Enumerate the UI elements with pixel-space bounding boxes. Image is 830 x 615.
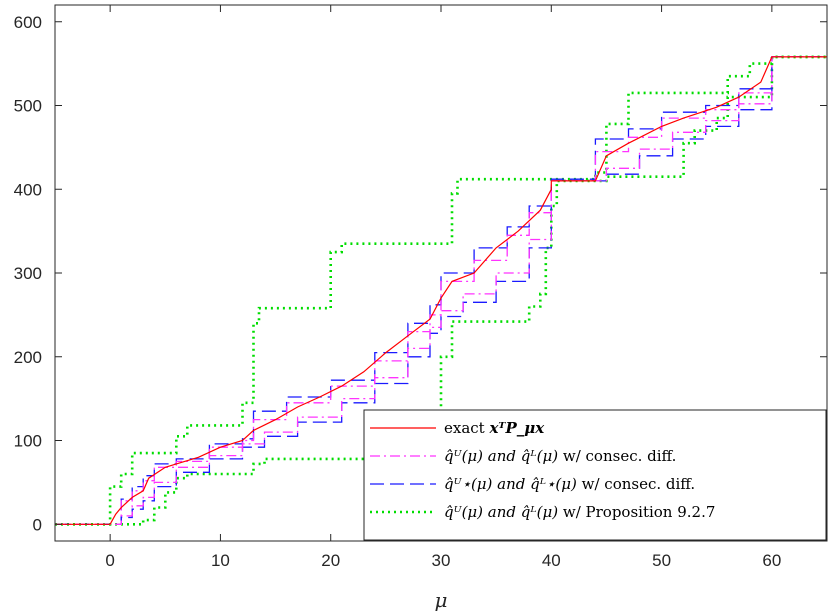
series-line-1-lower	[55, 56, 827, 525]
x-tick-label-30: 30	[432, 551, 451, 570]
series-line-2-lower	[55, 56, 827, 525]
y-tick-label-400: 400	[14, 180, 42, 199]
legend-box	[363, 409, 827, 541]
legend: exact xᵀP_μx q̂ᵁ(μ) and q̂ᴸ(μ) w/ consec.…	[363, 409, 827, 541]
x-tick-label-60: 60	[762, 551, 781, 570]
y-tick-label-0: 0	[33, 515, 42, 534]
y-tick-label-600: 600	[14, 13, 42, 32]
series-line-2-upper	[55, 56, 827, 525]
series-line-1-upper	[55, 56, 827, 525]
series-layer	[55, 55, 827, 526]
legend-label-exact: exact xᵀP_μx	[444, 419, 545, 437]
x-tick-label-10: 10	[211, 551, 230, 570]
legend-label-prop: q̂ᵁ(μ) and q̂ᴸ(μ) w/ Proposition 9.2.7	[444, 503, 715, 521]
legend-label-consec: q̂ᵁ(μ) and q̂ᴸ(μ) w/ consec. diff.	[444, 447, 676, 465]
y-tick-label-500: 500	[14, 97, 42, 116]
x-tick-label-0: 0	[105, 551, 114, 570]
series-line-0-main	[55, 56, 827, 525]
series-line-3-upper	[55, 55, 827, 526]
legend-label-consec_star: q̂ᵁ⋆(μ) and q̂ᴸ⋆(μ) w/ consec. diff.	[444, 475, 695, 493]
y-tick-label-200: 200	[14, 348, 42, 367]
series-line-3-lower	[55, 55, 827, 526]
x-tick-label-50: 50	[652, 551, 671, 570]
x-axis-label: μ	[435, 588, 448, 612]
x-tick-label-20: 20	[321, 551, 340, 570]
x-tick-label-40: 40	[542, 551, 561, 570]
y-tick-label-300: 300	[14, 264, 42, 283]
y-tick-label-100: 100	[14, 432, 42, 451]
